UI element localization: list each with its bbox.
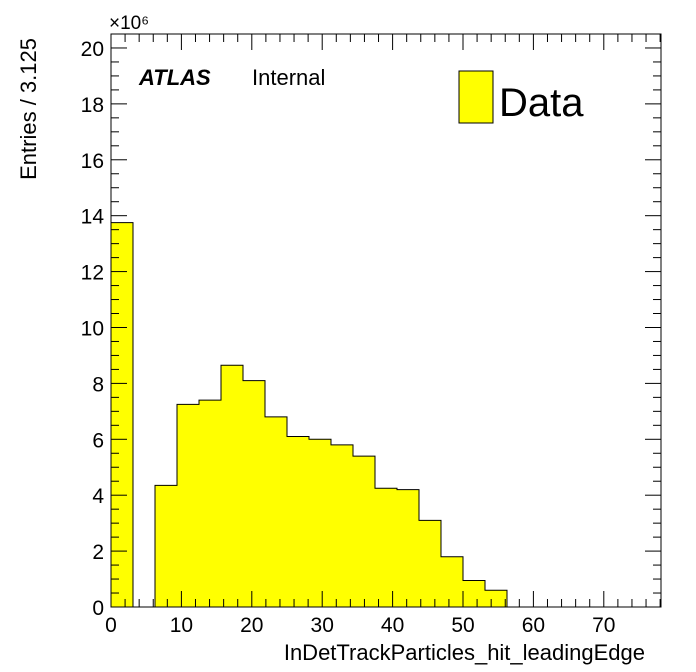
histogram-bar [441,556,463,607]
histogram-bar [265,416,287,607]
histogram-bar [199,400,221,607]
x-tick-label: 40 [381,614,404,637]
legend-label-data: Data [499,81,584,125]
atlas-label: ATLAS [138,65,211,90]
histogram-bar [463,580,485,607]
histogram-bar [287,436,309,607]
plot-frame [110,33,662,608]
y-tick-label: 4 [92,485,104,508]
y-tick-label: 10 [81,317,104,340]
x-axis-ticks [110,34,661,607]
x-tick-label: 20 [240,614,263,637]
histogram-bar [397,489,419,607]
histogram-bar [111,222,133,608]
histogram-bar [331,444,353,607]
histogram-bar [243,380,265,607]
legend-swatch-data [458,70,494,124]
y-axis-multiplier: ×10⁶ [109,13,149,34]
y-tick-label: 14 [81,206,105,229]
x-tick-label: 10 [170,614,193,637]
histogram-bars [111,222,507,608]
histogram-bar [309,439,331,607]
histogram-outline [110,222,508,608]
y-tick-label: 2 [92,541,104,564]
histogram-bar [419,520,441,607]
x-tick-label: 0 [105,614,117,637]
y-tick-label: 12 [81,262,104,285]
x-axis-tick-labels: 0 10 20 30 40 50 60 70 [105,614,615,637]
y-tick-label: 6 [92,429,104,452]
y-tick-label: 20 [81,38,104,61]
histogram-bar [177,404,199,607]
histogram-bar [485,590,507,607]
y-tick-label: 16 [81,150,104,173]
legend: Data [458,70,584,125]
y-axis-tick-labels: 0 2 4 6 8 10 12 14 16 18 20 [81,38,105,620]
x-tick-label: 30 [311,614,334,637]
histogram-bar [221,365,243,607]
x-tick-label: 70 [592,614,615,637]
y-axis-title: Entries / 3.125 [16,38,41,180]
x-tick-label: 60 [522,614,545,637]
histogram-bar [375,488,397,607]
histogram-bar [353,456,375,607]
histogram-bar [155,485,177,607]
y-tick-label: 8 [92,373,104,396]
internal-label: Internal [252,65,325,90]
y-tick-label: 18 [81,94,104,117]
y-tick-label: 0 [92,597,104,620]
x-tick-label: 50 [451,614,474,637]
y-axis-ticks [111,33,661,608]
x-axis-title: InDetTrackParticles_hit_leadingEdge [284,640,645,665]
